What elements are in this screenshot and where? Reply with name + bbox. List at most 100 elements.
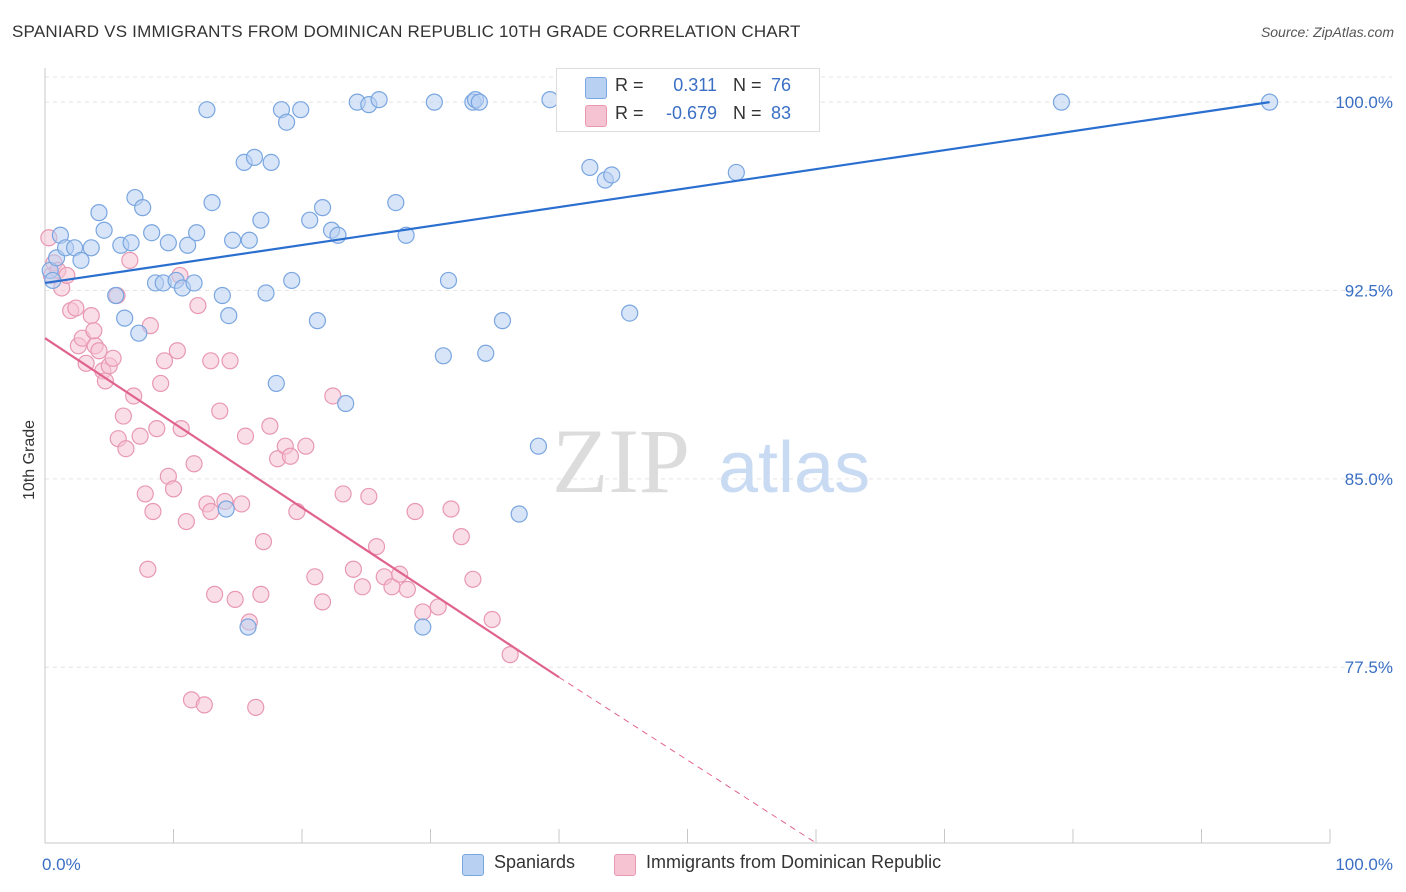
data-point (117, 440, 135, 458)
data-point (164, 480, 183, 498)
data-point (95, 221, 113, 239)
legend-swatch-blue (462, 854, 484, 876)
data-point (277, 113, 296, 131)
data-point (501, 646, 519, 664)
chart-title: SPANIARD VS IMMIGRANTS FROM DOMINICAN RE… (12, 22, 801, 41)
legend-r-label: R = (615, 103, 644, 123)
y-tick-label: 100.0% (1335, 93, 1393, 112)
correlation-legend: R = 0.311 N = 76 R = -0.679 N = 83 (556, 68, 820, 132)
data-point (239, 618, 257, 636)
data-point (213, 286, 231, 305)
data-point (177, 512, 195, 531)
data-point (130, 324, 148, 342)
data-point (337, 394, 355, 413)
legend-label-spaniards: Spaniards (494, 852, 576, 872)
y-tick-label: 92.5% (1345, 281, 1393, 300)
data-point (581, 158, 599, 177)
data-point (398, 580, 416, 598)
data-point (308, 312, 327, 330)
data-point (179, 236, 197, 254)
data-point (367, 538, 386, 556)
data-point (236, 427, 255, 445)
data-point (283, 271, 301, 290)
data-point (252, 211, 270, 229)
data-point (434, 347, 452, 365)
data-point (90, 342, 108, 360)
legend-n-label: N = (733, 75, 762, 95)
data-point (477, 344, 495, 362)
data-point (254, 533, 273, 551)
data-point (82, 239, 100, 257)
data-point (288, 502, 306, 521)
data-point (344, 560, 362, 578)
data-point (324, 387, 342, 405)
data-point (257, 284, 275, 302)
data-point (85, 322, 103, 340)
data-point (114, 407, 132, 425)
data-point (414, 603, 432, 621)
data-point (224, 231, 242, 249)
data-point (247, 698, 265, 716)
data-point (107, 286, 125, 305)
data-point (233, 495, 251, 513)
data-point (267, 374, 285, 393)
data-point (206, 585, 224, 603)
trendlines (44, 101, 1270, 844)
data-point (144, 502, 162, 521)
y-tick-label: 77.5% (1345, 658, 1393, 677)
data-point (152, 374, 170, 393)
data-point (90, 204, 108, 222)
data-point (203, 193, 221, 212)
data-point (220, 307, 238, 325)
data-point (168, 342, 186, 360)
data-point (370, 91, 388, 109)
axes (44, 68, 1331, 844)
data-point (470, 93, 488, 111)
legend-n-value: 83 (771, 103, 792, 123)
data-point (121, 251, 139, 269)
data-point (104, 349, 122, 367)
data-point (136, 485, 154, 503)
data-point (226, 590, 244, 608)
y-axis-label: 10th Grade (21, 420, 38, 500)
data-point (159, 234, 177, 252)
trendline-dominican-extension (558, 676, 817, 844)
data-point (292, 101, 310, 119)
data-point (202, 502, 220, 521)
legend-r-label: R = (615, 75, 644, 95)
legend-label-dominican: Immigrants from Dominican Republic (646, 852, 942, 872)
data-point (185, 274, 203, 292)
data-point (252, 585, 270, 603)
data-point (483, 610, 501, 629)
data-point (148, 420, 166, 438)
data-point (360, 487, 378, 506)
data-point (143, 224, 161, 242)
legend-r-value: -0.679 (665, 103, 717, 123)
data-point (72, 251, 90, 269)
data-point (603, 166, 621, 184)
data-point (134, 199, 152, 217)
data-point (387, 193, 405, 212)
data-point (439, 271, 458, 290)
source-label: Source: ZipAtlas.com (1260, 24, 1394, 40)
y-tick-label: 85.0% (1345, 470, 1393, 489)
watermark-atlas: atlas (718, 428, 870, 508)
data-point (452, 528, 470, 546)
legend-n-label: N = (733, 103, 762, 123)
data-point (301, 211, 319, 229)
data-point (245, 148, 264, 166)
data-point (313, 593, 332, 611)
data-point (727, 163, 745, 182)
pink-series-points (40, 229, 519, 716)
blue-series-points (41, 88, 1279, 636)
data-point (281, 447, 300, 465)
legend-swatch-pink (585, 105, 607, 127)
data-point (67, 299, 85, 317)
data-point (185, 455, 203, 473)
data-point (493, 312, 512, 330)
data-point (621, 304, 639, 322)
data-point (198, 101, 216, 119)
legend-r-value: 0.311 (673, 75, 717, 95)
legend-row-dominican: R = -0.679 N = 83 (557, 103, 819, 129)
data-point (189, 296, 207, 315)
